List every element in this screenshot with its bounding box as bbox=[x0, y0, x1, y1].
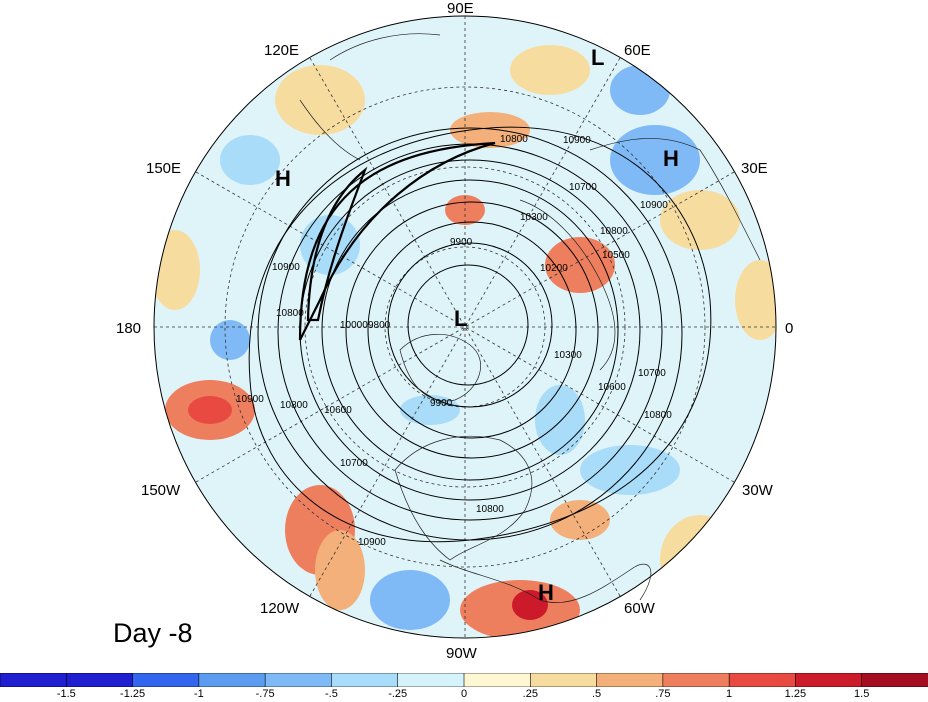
low-center-north: L bbox=[591, 45, 605, 70]
low-center-pole: L bbox=[454, 306, 468, 331]
contour-label: 10600 bbox=[324, 405, 352, 416]
contour-label: 10900 bbox=[358, 537, 386, 548]
colorbar-segment bbox=[65, 673, 134, 687]
graticule bbox=[153, 15, 777, 639]
lon-label-120e: 120E bbox=[264, 42, 300, 59]
colorbar-segment bbox=[728, 673, 797, 687]
contour-label: 10800 bbox=[280, 400, 308, 411]
colorbar-segment bbox=[795, 673, 863, 687]
colorbar-segment bbox=[529, 673, 598, 687]
colorbar-segment bbox=[198, 673, 266, 687]
polar-map bbox=[153, 15, 777, 639]
colorbar-segment bbox=[662, 673, 730, 687]
contour-label: 10700 bbox=[569, 182, 597, 193]
contour-label: 10900 bbox=[640, 200, 668, 211]
contour-label: 10800 bbox=[600, 226, 628, 237]
colorbar-tick-label: -.25 bbox=[388, 688, 408, 700]
colorbar-tick-label: -1.5 bbox=[56, 688, 76, 700]
lon-label-150w: 150W bbox=[141, 482, 181, 499]
colorbar-segment bbox=[397, 673, 465, 687]
contour-label: 10500 bbox=[602, 250, 630, 261]
colorbar-segment bbox=[596, 673, 664, 687]
high-center-asia: H bbox=[275, 166, 291, 191]
contour-label: 10900 bbox=[236, 394, 264, 405]
colorbar-segment bbox=[331, 673, 399, 687]
contour-label: 10300 bbox=[554, 350, 582, 361]
anomaly-field bbox=[154, 16, 776, 638]
colorbar-tick-label: 1.25 bbox=[784, 688, 807, 700]
contour-label: 10300 bbox=[520, 212, 548, 223]
high-center-europe: H bbox=[663, 146, 679, 171]
coastlines bbox=[299, 33, 761, 604]
colorbar-segment bbox=[264, 673, 333, 687]
contour-label: 10800 bbox=[476, 504, 504, 515]
colorbar-tick-label: .5 bbox=[592, 688, 602, 700]
contour-label: 10800 bbox=[276, 308, 304, 319]
colorbar-tick-label: -.5 bbox=[324, 688, 338, 700]
lon-label-60w: 60W bbox=[624, 600, 655, 617]
contour-label: 10600 bbox=[598, 382, 626, 393]
lon-label-60e: 60E bbox=[624, 42, 651, 59]
lon-label-30w: 30W bbox=[742, 482, 773, 499]
colorbar-segment bbox=[0, 673, 68, 687]
colorbar-tick-label: .25 bbox=[522, 688, 538, 700]
lon-label-120w: 120W bbox=[260, 600, 300, 617]
contour-label: 10700 bbox=[340, 458, 368, 469]
colorbar-tick-label: 1.5 bbox=[854, 688, 870, 700]
colorbar-tick-label: 0 bbox=[460, 688, 468, 700]
lon-label-90w: 90W bbox=[446, 645, 477, 662]
lon-label-150e: 150E bbox=[146, 160, 182, 177]
height-contours bbox=[248, 126, 712, 543]
colorbar-segment bbox=[463, 673, 532, 687]
colorbar-tick-label: 1 bbox=[726, 688, 733, 700]
contour-label: 10900 bbox=[272, 262, 300, 273]
contour-label: 10900 bbox=[563, 135, 591, 146]
contour-label: 10700 bbox=[638, 368, 666, 379]
contour-label: 10800 bbox=[500, 134, 528, 145]
colorbar-tick-label: .75 bbox=[655, 688, 671, 700]
lon-label-30e: 30E bbox=[741, 160, 768, 177]
colorbar-tick-label: -1 bbox=[194, 688, 204, 700]
high-center-south: H bbox=[538, 580, 554, 605]
colorbar-segment bbox=[132, 673, 200, 687]
colorbar bbox=[0, 673, 928, 687]
contour-label: 10800 bbox=[644, 410, 672, 421]
contour-label: 10200 bbox=[540, 263, 568, 274]
contour-label: 9800 bbox=[368, 320, 391, 331]
contour-label: 9900 bbox=[450, 237, 473, 248]
lon-label-0: 0 bbox=[785, 320, 794, 337]
lon-label-90e: 90E bbox=[447, 0, 474, 17]
lon-label-180: 180 bbox=[116, 320, 142, 337]
contour-label: 9900 bbox=[430, 398, 453, 409]
day-label: Day -8 bbox=[113, 618, 193, 648]
colorbar-segment bbox=[861, 673, 928, 687]
colorbar-tick-label: -1.25 bbox=[120, 688, 146, 700]
colorbar-tick-label: -.75 bbox=[255, 688, 275, 700]
contour-label: 10000 bbox=[340, 320, 368, 331]
